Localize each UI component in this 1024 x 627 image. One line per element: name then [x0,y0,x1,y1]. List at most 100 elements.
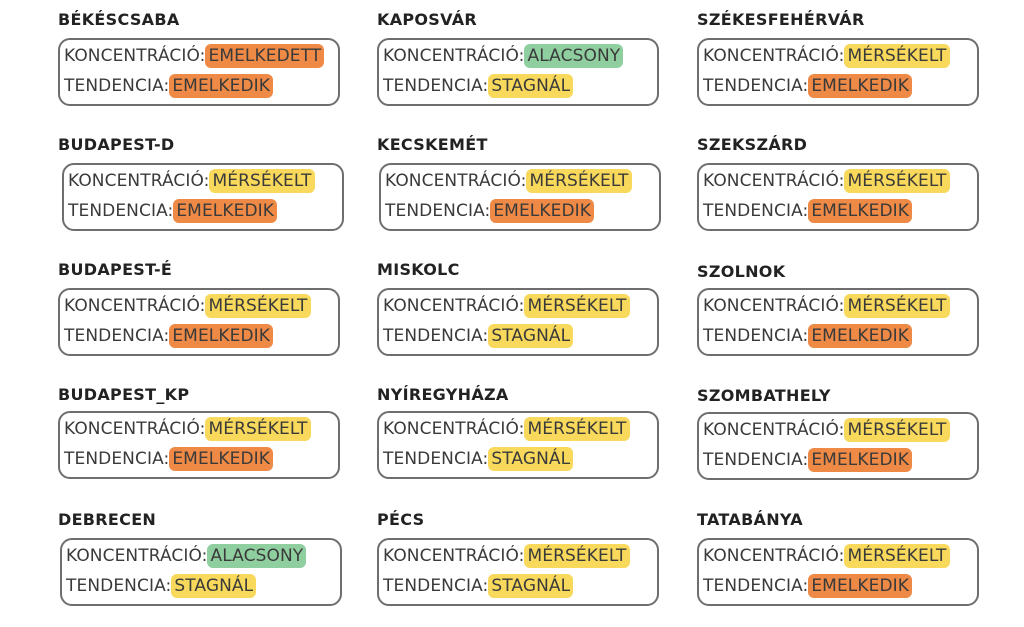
status-box: KONCENTRÁCIÓ: MÉRSÉKELT TENDENCIA: EMELKED… [58,288,340,356]
city-name: DEBRECEN [58,510,157,529]
concentration-badge: MÉRSÉKELT [209,169,315,193]
trend-label: TENDENCIA: [383,326,489,346]
trend-row: TENDENCIA: STAGNÁL [383,574,574,598]
trend-row: TENDENCIA: STAGNÁL [383,324,574,348]
concentration-row: KONCENTRÁCIÓ: MÉRSÉKELT [703,169,950,193]
city-name: BUDAPEST_KP [58,385,190,404]
city-name: KAPOSVÁR [377,10,478,29]
concentration-badge: MÉRSÉKELT [844,418,950,442]
trend-label: TENDENCIA: [383,449,489,469]
city-name: SZOMBATHELY [697,386,831,405]
trend-row: TENDENCIA: EMELKEDIK [703,199,913,223]
concentration-row: KONCENTRÁCIÓ: MÉRSÉKELT [383,417,630,441]
concentration-label: KONCENTRÁCIÓ: [383,419,525,439]
trend-label: TENDENCIA: [385,201,491,221]
trend-row: TENDENCIA: EMELKEDIK [64,74,274,98]
concentration-label: KONCENTRÁCIÓ: [383,546,525,566]
concentration-label: KONCENTRÁCIÓ: [64,419,206,439]
concentration-badge: ALACSONY [524,44,624,68]
bottom-edge [0,617,1024,627]
trend-row: TENDENCIA: STAGNÁL [383,447,574,471]
city-name: PÉCS [377,510,425,529]
trend-label: TENDENCIA: [64,76,170,96]
city-name: SZEKSZÁRD [697,135,808,154]
concentration-label: KONCENTRÁCIÓ: [64,46,206,66]
concentration-label: KONCENTRÁCIÓ: [703,171,845,191]
trend-row: TENDENCIA: EMELKEDIK [703,574,913,598]
concentration-row: KONCENTRÁCIÓ: MÉRSÉKELT [703,418,950,442]
trend-badge: EMELKEDIK [808,574,913,598]
city-name: MISKOLC [377,260,460,279]
concentration-label: KONCENTRÁCIÓ: [703,296,845,316]
status-box: KONCENTRÁCIÓ: ALACSONY TENDENCIA: STAGNÁL [60,538,342,606]
trend-label: TENDENCIA: [703,76,809,96]
concentration-label: KONCENTRÁCIÓ: [383,46,525,66]
concentration-badge: MÉRSÉKELT [524,417,630,441]
city-name: KECSKEMÉT [377,135,488,154]
status-box: KONCENTRÁCIÓ: MÉRSÉKELT TENDENCIA: EMELKED… [58,411,340,479]
concentration-row: KONCENTRÁCIÓ: ALACSONY [383,44,624,68]
trend-label: TENDENCIA: [703,201,809,221]
trend-row: TENDENCIA: EMELKEDIK [385,199,595,223]
concentration-label: KONCENTRÁCIÓ: [383,296,525,316]
trend-badge: EMELKEDIK [490,199,595,223]
concentration-row: KONCENTRÁCIÓ: ALACSONY [66,544,307,568]
status-box: KONCENTRÁCIÓ: MÉRSÉKELT TENDENCIA: STAGNÁL [377,411,659,479]
city-name: SZÉKESFEHÉRVÁR [697,10,865,29]
trend-label: TENDENCIA: [703,576,809,596]
status-box: KONCENTRÁCIÓ: MÉRSÉKELT TENDENCIA: EMELKED… [697,38,979,106]
status-box: KONCENTRÁCIÓ: MÉRSÉKELT TENDENCIA: EMELKED… [697,163,979,231]
concentration-label: KONCENTRÁCIÓ: [64,296,206,316]
status-box: KONCENTRÁCIÓ: MÉRSÉKELT TENDENCIA: EMELKED… [697,412,979,480]
city-name: BÉKÉSCSABA [58,10,180,29]
concentration-badge: MÉRSÉKELT [524,544,630,568]
concentration-row: KONCENTRÁCIÓ: MÉRSÉKELT [385,169,632,193]
trend-row: TENDENCIA: STAGNÁL [66,574,257,598]
concentration-badge: MÉRSÉKELT [844,169,950,193]
concentration-badge: MÉRSÉKELT [844,294,950,318]
trend-label: TENDENCIA: [703,450,809,470]
concentration-label: KONCENTRÁCIÓ: [703,420,845,440]
status-box: KONCENTRÁCIÓ: MÉRSÉKELT TENDENCIA: EMELKED… [697,538,979,606]
trend-row: TENDENCIA: EMELKEDIK [703,324,913,348]
status-box: KONCENTRÁCIÓ: MÉRSÉKELT TENDENCIA: EMELKED… [62,163,344,231]
trend-badge: EMELKEDIK [169,324,274,348]
concentration-badge: MÉRSÉKELT [844,44,950,68]
city-name: BUDAPEST-D [58,135,175,154]
concentration-badge: MÉRSÉKELT [205,417,311,441]
trend-row: TENDENCIA: EMELKEDIK [64,324,274,348]
trend-label: TENDENCIA: [703,326,809,346]
trend-label: TENDENCIA: [383,76,489,96]
concentration-label: KONCENTRÁCIÓ: [703,546,845,566]
trend-badge: EMELKEDIK [808,448,913,472]
status-box: KONCENTRÁCIÓ: MÉRSÉKELT TENDENCIA: STAGNÁL [377,538,659,606]
city-name: TATABÁNYA [697,510,803,529]
concentration-row: KONCENTRÁCIÓ: MÉRSÉKELT [383,544,630,568]
trend-row: TENDENCIA: EMELKEDIK [703,448,913,472]
concentration-label: KONCENTRÁCIÓ: [66,546,208,566]
trend-label: TENDENCIA: [383,576,489,596]
concentration-badge: MÉRSÉKELT [526,169,632,193]
trend-badge: EMELKEDIK [808,324,913,348]
trend-label: TENDENCIA: [66,576,172,596]
concentration-row: KONCENTRÁCIÓ: MÉRSÉKELT [703,294,950,318]
concentration-row: KONCENTRÁCIÓ: MÉRSÉKELT [64,417,311,441]
concentration-row: KONCENTRÁCIÓ: MÉRSÉKELT [68,169,315,193]
trend-label: TENDENCIA: [68,201,174,221]
trend-badge: EMELKEDIK [169,74,274,98]
trend-row: TENDENCIA: EMELKEDIK [64,447,274,471]
trend-row: TENDENCIA: STAGNÁL [383,74,574,98]
trend-badge: STAGNÁL [488,447,574,471]
status-box: KONCENTRÁCIÓ: MÉRSÉKELT TENDENCIA: STAGNÁL [377,288,659,356]
trend-label: TENDENCIA: [64,449,170,469]
trend-badge: STAGNÁL [488,574,574,598]
trend-badge: EMELKEDIK [169,447,274,471]
trend-row: TENDENCIA: EMELKEDIK [703,74,913,98]
status-box: KONCENTRÁCIÓ: MÉRSÉKELT TENDENCIA: EMELKED… [697,288,979,356]
trend-label: TENDENCIA: [64,326,170,346]
status-box: KONCENTRÁCIÓ: MÉRSÉKELT TENDENCIA: EMELKED… [379,163,661,231]
status-box: KONCENTRÁCIÓ: EMELKEDETT TENDENCIA: EMELKE… [58,38,340,106]
concentration-badge: EMELKEDETT [205,44,325,68]
concentration-label: KONCENTRÁCIÓ: [385,171,527,191]
